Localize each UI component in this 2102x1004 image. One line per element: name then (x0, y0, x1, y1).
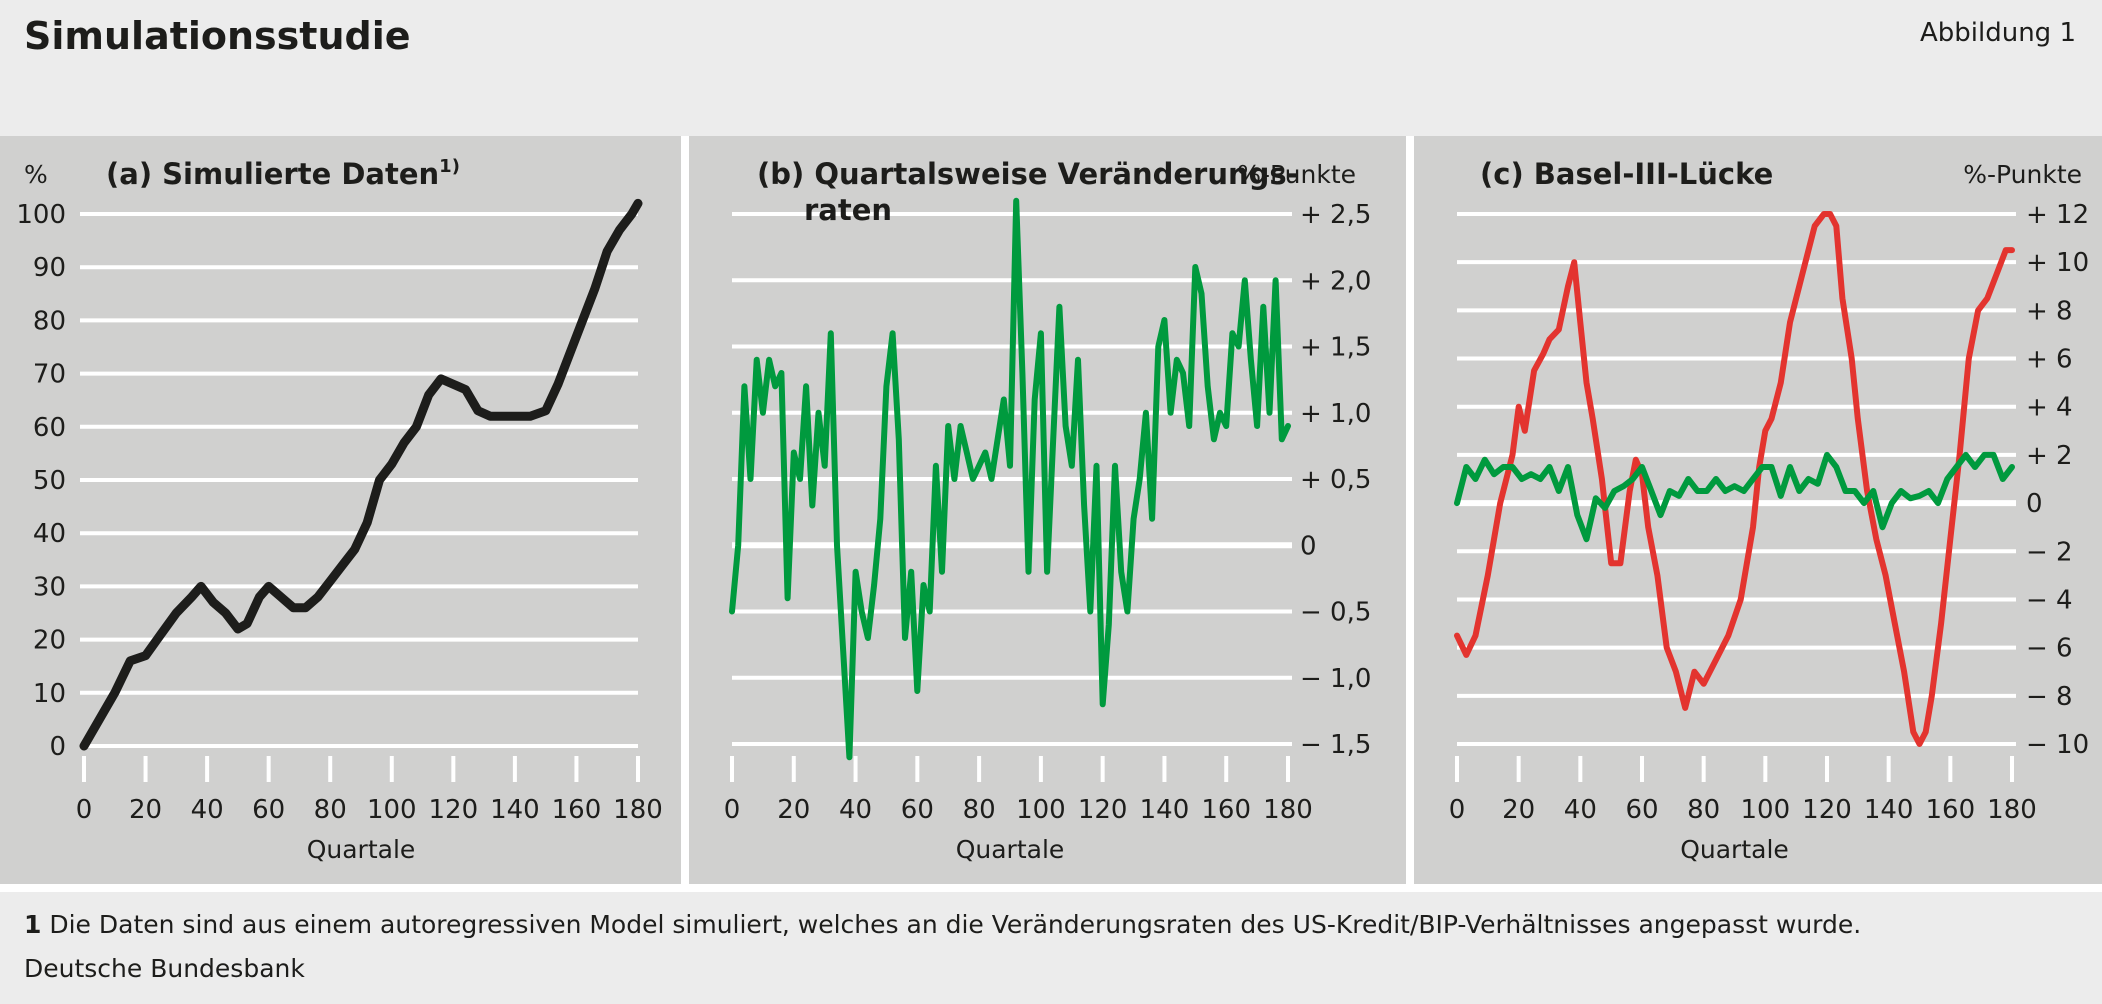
y-unit-label: % (24, 160, 48, 189)
chart-panel-2: + 2,5 + 2,0 + 1,5 + 1,0 + 0,5 0 − 0,5 − 1,0 − 1,… (689, 136, 1406, 884)
y-tick-label: + 2,0 (1300, 266, 1371, 296)
charts-svg: 0 10 20 30 40 50 60 70 80 90 100 0 20 40 60 80 100 120 140… (0, 136, 2102, 884)
page-title: Simulationsstudie (24, 14, 411, 58)
y-tick-label: 100 (16, 200, 66, 230)
y-tick-label: + 1,0 (1300, 399, 1371, 429)
gridlines (1457, 212, 2016, 746)
y-tick-label: + 0,5 (1300, 465, 1371, 495)
x-tick-label: 160 (552, 795, 602, 825)
source-label: Deutsche Bundesbank (24, 954, 305, 983)
x-tick-label: 120 (429, 795, 479, 825)
x-tick-label: 60 (252, 795, 285, 825)
y-tick-label: 40 (33, 519, 66, 549)
x-tick-label: 160 (1926, 795, 1976, 825)
chart-panel-1: 0 10 20 30 40 50 60 70 80 90 100 0 20 40 60 80 100 120 140… (0, 136, 681, 884)
y-tick-label: + 2,5 (1300, 200, 1371, 230)
y-tick-label: + 1,5 (1300, 333, 1371, 363)
y-tick-label: 20 (33, 626, 66, 656)
y-tick-label: 50 (33, 466, 66, 496)
x-tick-label: 180 (1987, 795, 2037, 825)
series-line-1 (79, 198, 643, 751)
chart-title-line2: raten (804, 193, 892, 227)
figure-label: Abbildung 1 (1919, 18, 2076, 48)
x-tick-label: 20 (129, 795, 162, 825)
x-axis-label: Quartale (956, 835, 1065, 864)
y-unit-label: %-Punkte (1237, 160, 1356, 189)
x-tick-label: 80 (314, 795, 347, 825)
y-tick-label: − 1,0 (1300, 664, 1371, 694)
y-tick-label: 80 (33, 306, 66, 336)
x-tick-label: 40 (839, 795, 872, 825)
x-tick-label: 20 (777, 795, 810, 825)
chart-title-text: (b) Quartalsweise Veränderungs- (757, 157, 1299, 191)
series-line-1 (729, 197, 1291, 761)
footnote-text: Die Daten sind aus einem autoregressiven… (49, 910, 1862, 939)
panel-background (0, 136, 681, 884)
y-tick-label: + 8 (2026, 296, 2073, 326)
y-tick-label: − 0,5 (1300, 598, 1371, 628)
x-tick-label: 0 (1449, 795, 1466, 825)
y-tick-labels: 0 10 20 30 40 50 60 70 80 90 100 (16, 200, 66, 762)
y-tick-label: − 1,5 (1300, 730, 1371, 760)
chart-panel-3: + 12 + 10 + 8 + 6 + 4 + 2 0 − 2 − 4 − 6 − 8 − 10 0 20… (1414, 136, 2102, 884)
y-tick-label: − 6 (2026, 634, 2073, 664)
y-tick-label: − 8 (2026, 682, 2073, 712)
chart-title: (c) Basel-III-Lücke (1480, 157, 1773, 191)
x-ticks: 0 20 40 60 80 100 120 140 160 180 (1449, 756, 2037, 825)
y-tick-labels: + 12 + 10 + 8 + 6 + 4 + 2 0 − 2 − 4 − 6 − 8 − 10 (2026, 200, 2089, 760)
y-tick-label: + 4 (2026, 393, 2073, 423)
y-tick-label: + 6 (2026, 345, 2073, 375)
y-tick-label: + 2 (2026, 441, 2073, 471)
x-tick-label: 100 (367, 795, 417, 825)
y-tick-label: 0 (49, 732, 66, 762)
x-tick-label: 180 (1263, 795, 1313, 825)
x-tick-label: 80 (963, 795, 996, 825)
series-line-2 (1454, 451, 2015, 543)
y-tick-label: − 4 (2026, 585, 2073, 615)
x-tick-label: 60 (1625, 795, 1658, 825)
x-tick-label: 80 (1687, 795, 1720, 825)
x-axis-label: Quartale (1680, 835, 1789, 864)
y-tick-label: 60 (33, 413, 66, 443)
y-tick-label: + 12 (2026, 200, 2089, 230)
chart-title-superscript: 1) (439, 156, 460, 177)
chart-title: (a) Simulierte Daten1) (106, 156, 460, 191)
series-line-1 (1454, 211, 2015, 747)
y-tick-label: 90 (33, 253, 66, 283)
x-tick-label: 160 (1201, 795, 1251, 825)
x-tick-label: 60 (901, 795, 934, 825)
chart-title-text: (a) Simulierte Daten (106, 157, 439, 191)
x-tick-label: 100 (1016, 795, 1066, 825)
x-ticks: 0 20 40 60 80 100 120 140 160 180 (76, 756, 663, 825)
x-tick-label: 180 (613, 795, 663, 825)
x-tick-label: 20 (1502, 795, 1535, 825)
y-tick-label: 10 (33, 679, 66, 709)
y-tick-label: 0 (2026, 489, 2043, 519)
y-tick-label: − 10 (2026, 730, 2089, 760)
x-tick-label: 0 (76, 795, 93, 825)
footnote: 1 Die Daten sind aus einem autoregressiv… (24, 910, 1861, 939)
x-tick-label: 120 (1078, 795, 1128, 825)
x-tick-label: 40 (191, 795, 224, 825)
y-tick-label: − 2 (2026, 537, 2073, 567)
x-axis-label: Quartale (307, 835, 416, 864)
x-tick-label: 120 (1802, 795, 1852, 825)
gridlines (80, 212, 638, 748)
x-tick-label: 40 (1564, 795, 1597, 825)
x-tick-label: 140 (490, 795, 540, 825)
x-tick-label: 0 (724, 795, 741, 825)
y-tick-labels: + 2,5 + 2,0 + 1,5 + 1,0 + 0,5 0 − 0,5 − 1,0 − 1,… (1300, 200, 1371, 760)
chart-title: (b) Quartalsweise Veränderungs- (757, 157, 1299, 191)
y-tick-label: 70 (33, 360, 66, 390)
x-ticks: 0 20 40 60 80 100 120 140 160 180 (724, 756, 1313, 825)
chart-title-text: (c) Basel-III-Lücke (1480, 157, 1773, 191)
x-tick-label: 140 (1864, 795, 1914, 825)
y-tick-label: 0 (1300, 531, 1317, 561)
x-tick-label: 140 (1140, 795, 1190, 825)
y-tick-label: + 10 (2026, 248, 2089, 278)
footnote-number: 1 (24, 910, 42, 939)
y-unit-label: %-Punkte (1963, 160, 2082, 189)
x-tick-label: 100 (1741, 795, 1791, 825)
y-tick-label: 30 (33, 572, 66, 602)
